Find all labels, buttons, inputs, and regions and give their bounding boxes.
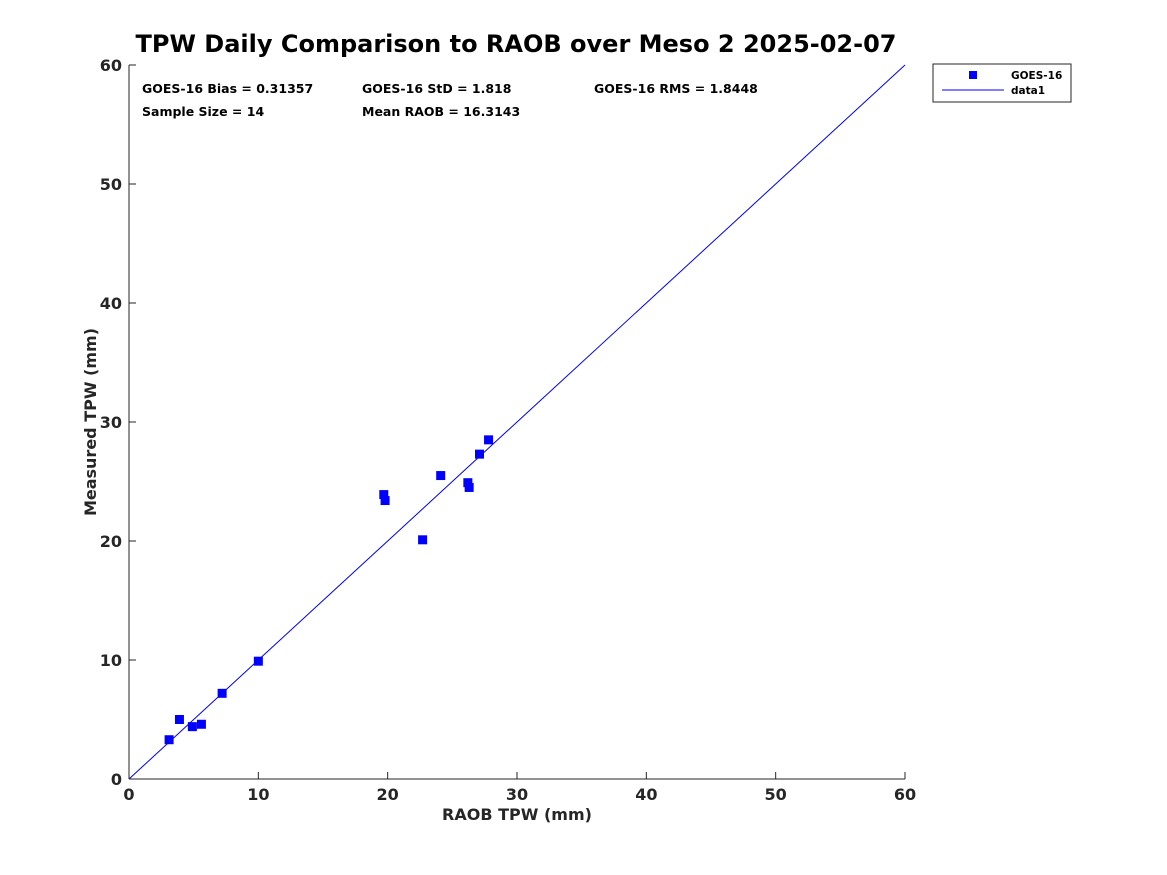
x-tick-label: 40	[635, 785, 657, 804]
data-point-goes16	[474, 449, 484, 459]
data-point-goes16	[484, 435, 494, 445]
data-point-goes16	[187, 722, 197, 732]
y-tick-label: 30	[100, 413, 122, 432]
x-ticks: 0 10 20 30 40 50 60	[123, 772, 916, 804]
x-tick-label: 60	[894, 785, 916, 804]
stats-annotations: GOES-16 Bias = 0.31357 GOES-16 StD = 1.8…	[142, 81, 758, 119]
data-points-layer	[164, 435, 494, 745]
x-axis-label: RAOB TPW (mm)	[442, 805, 592, 824]
y-axis-label: Measured TPW (mm)	[81, 328, 100, 516]
legend-marker-goes16	[969, 71, 977, 79]
legend-label-goes16: GOES-16	[1011, 70, 1062, 82]
y-tick-label: 40	[100, 294, 122, 313]
plot-area: 0 10 20 30 40 50 60 0 10 20 30 40 50 60	[100, 56, 916, 804]
data-point-goes16	[196, 719, 206, 729]
data-point-goes16	[164, 735, 174, 745]
y-ticks: 0 10 20 30 40 50 60	[100, 56, 136, 789]
std-annotation: GOES-16 StD = 1.818	[362, 81, 511, 96]
data-point-goes16	[464, 482, 474, 492]
x-tick-label: 0	[123, 785, 134, 804]
x-tick-label: 50	[765, 785, 787, 804]
legend-box	[932, 63, 1072, 103]
y-tick-label: 10	[100, 651, 122, 670]
y-tick-label: 0	[111, 770, 122, 789]
x-tick-label: 30	[506, 785, 528, 804]
y-tick-label: 50	[100, 175, 122, 194]
chart-title: TPW Daily Comparison to RAOB over Meso 2…	[135, 30, 896, 58]
rms-annotation: GOES-16 RMS = 1.8448	[594, 81, 758, 96]
data-point-goes16	[418, 535, 428, 545]
y-tick-label: 60	[100, 56, 122, 75]
data-point-goes16	[379, 490, 389, 500]
data-point-goes16	[380, 496, 390, 506]
sample-size-annotation: Sample Size = 14	[142, 104, 264, 119]
data-point-goes16	[436, 471, 446, 481]
legend-label-data1: data1	[1011, 85, 1045, 97]
data-point-goes16	[253, 656, 263, 666]
legend: GOES-16 data1	[932, 63, 1072, 103]
data-point-goes16	[217, 688, 227, 698]
data-point-goes16	[463, 478, 473, 488]
data-point-goes16	[174, 715, 184, 724]
mean-raob-annotation: Mean RAOB = 16.3143	[362, 104, 520, 119]
x-tick-label: 10	[247, 785, 269, 804]
bias-annotation: GOES-16 Bias = 0.31357	[142, 81, 313, 96]
y-tick-label: 20	[100, 532, 122, 551]
x-tick-label: 20	[377, 785, 399, 804]
